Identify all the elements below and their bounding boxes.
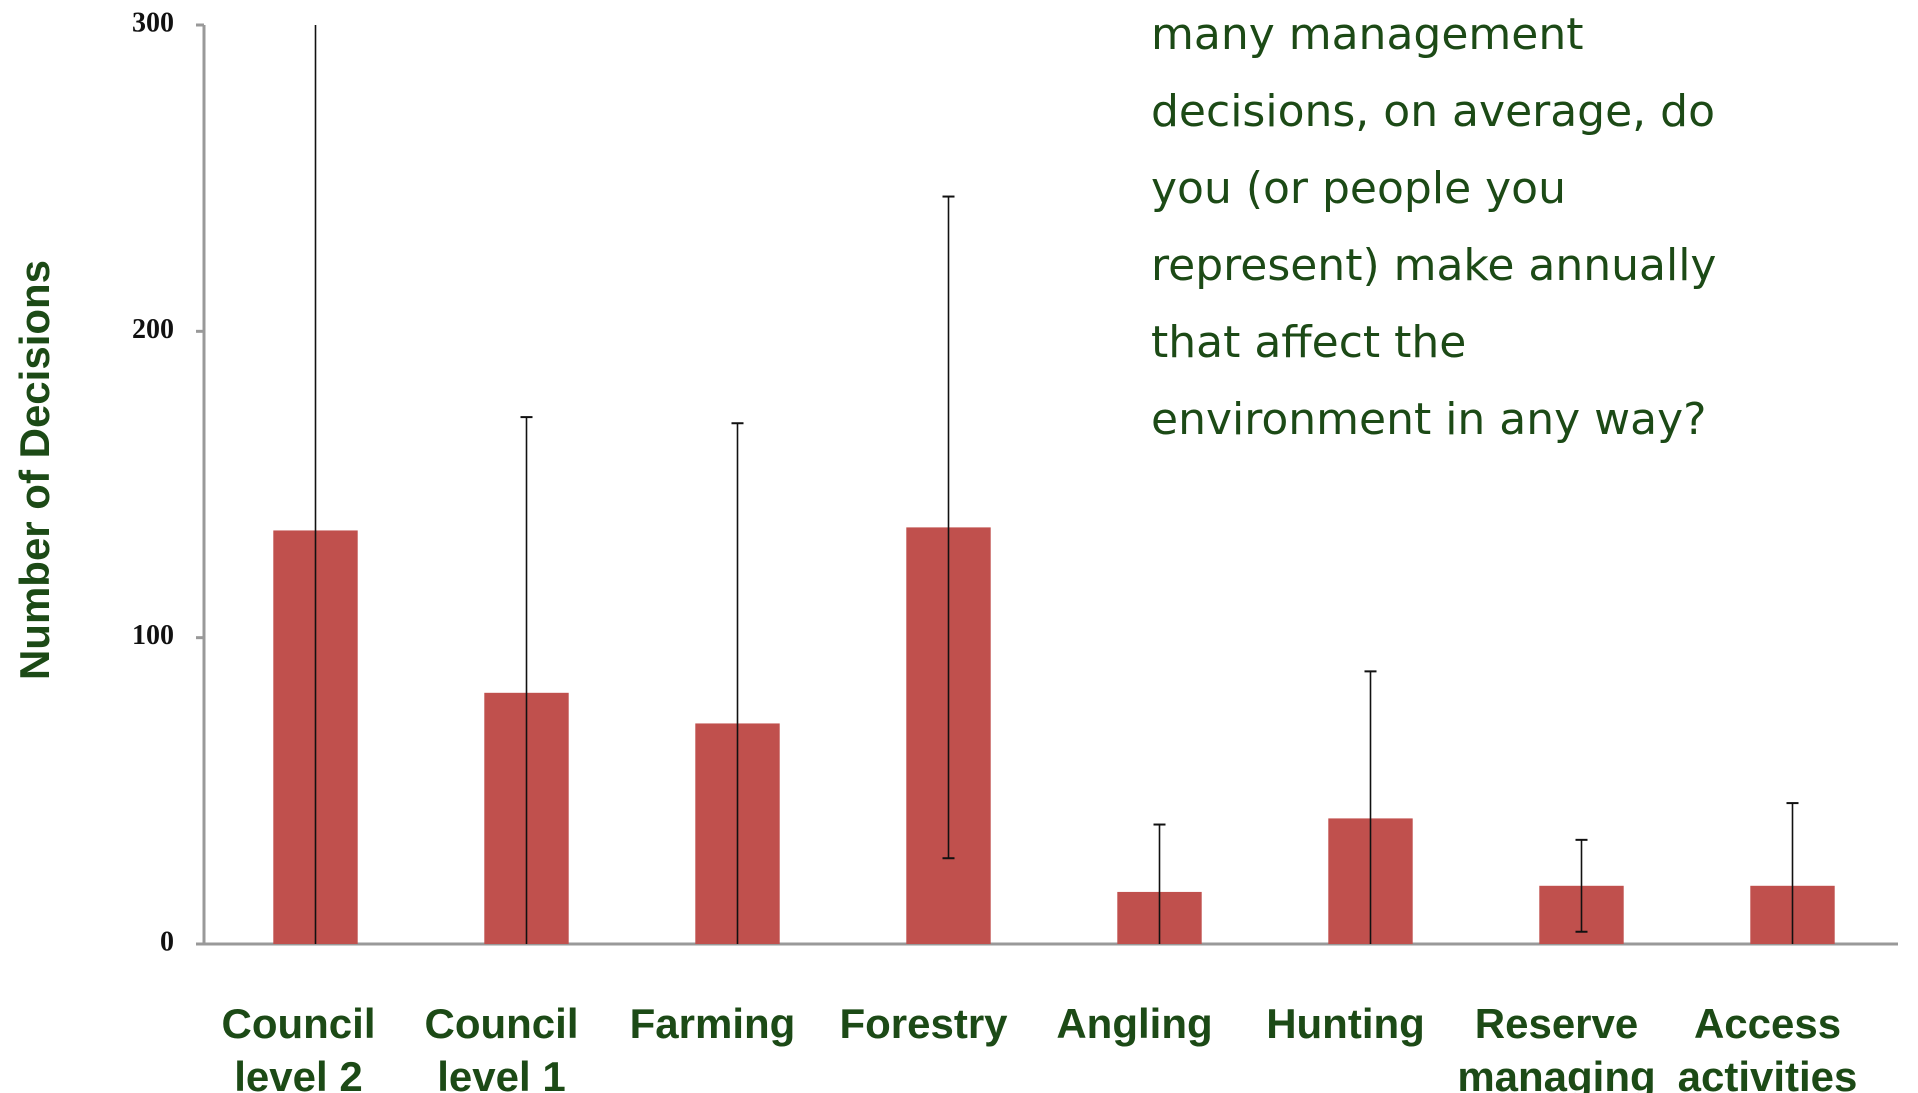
annotation-line: environment in any way? [1151,394,1707,445]
x-tick-label: Forestry [839,1000,1008,1047]
annotation-line: that affect the [1151,317,1466,368]
x-tick-label: Hunting [1266,1000,1425,1047]
y-axis-label: Number of Decisions [11,260,58,680]
y-tick-label: 100 [132,620,174,651]
x-tick-label: Reserve [1475,1000,1638,1047]
x-tick-label: Council [425,1000,579,1047]
x-tick-label: Farming [630,1000,796,1047]
x-tick-label: level 2 [234,1053,362,1093]
annotation-line: many management [1151,9,1583,60]
x-tick-label: activities [1678,1053,1858,1093]
x-tick-label: managing [1457,1053,1655,1093]
x-tick-label: Angling [1056,1000,1212,1047]
y-tick-label: 300 [132,7,174,38]
annotation-line: you (or people you [1151,163,1566,214]
y-tick-label: 0 [160,926,174,957]
y-tick-label: 200 [132,314,174,345]
annotation-line: represent) make annually [1151,240,1716,291]
x-tick-label: level 1 [437,1053,565,1093]
x-tick-label: Council [222,1000,376,1047]
annotation-line: decisions, on average, do [1151,86,1715,137]
x-tick-label: Access [1694,1000,1841,1047]
